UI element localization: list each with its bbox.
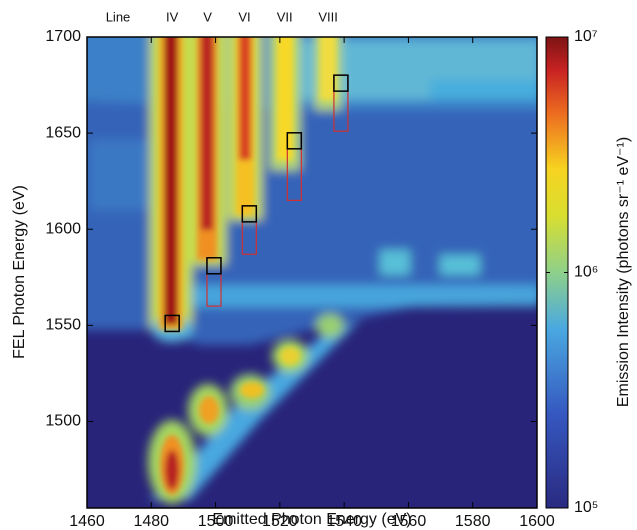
line-label: VII [277, 9, 293, 24]
plot-frame [86, 36, 538, 509]
black-box [206, 257, 222, 275]
colorbar-label: Emission Intensity (photons sr⁻¹ eV⁻¹) [615, 137, 632, 407]
x-tick-label: 1560 [391, 513, 427, 530]
x-tick-label: 1540 [326, 513, 362, 530]
x-axis-label: Emitted Photon Energy (eV) [212, 511, 411, 528]
black-box [164, 314, 180, 333]
y-axis-label: FEL Photon Energy (eV) [11, 185, 28, 359]
x-tick-label: 1600 [519, 513, 555, 530]
x-tick-label: 1500 [198, 513, 234, 530]
line-label: V [203, 9, 212, 24]
y-tick-label: 1500 [45, 413, 81, 430]
line-label: VI [238, 9, 250, 24]
line-label: IV [166, 9, 179, 24]
colorbar-tick-label: 10⁷ [574, 28, 598, 45]
black-box [241, 205, 258, 223]
line-label: VIII [318, 9, 338, 24]
y-tick-label: 1550 [45, 317, 81, 334]
line-header: Line [106, 9, 131, 24]
y-tick-label: 1700 [45, 28, 81, 45]
y-tick-label: 1600 [45, 220, 81, 237]
colorbar-tick-label: 10⁵ [574, 499, 598, 516]
chart-marks: 1460 1480 1500 1520 1540 1560 1580 1600 1500 1550… [45, 9, 598, 530]
x-tick-label: 1460 [69, 513, 105, 530]
x-tick-label: 1520 [262, 513, 298, 530]
heatmap [87, 37, 537, 508]
x-tick-label: 1580 [455, 513, 491, 530]
x-tick-label: 1480 [133, 513, 169, 530]
y-tick-label: 1650 [45, 124, 81, 141]
black-box [286, 132, 303, 150]
colorbar-tick-label: 10⁶ [574, 264, 598, 281]
black-box [333, 74, 349, 92]
